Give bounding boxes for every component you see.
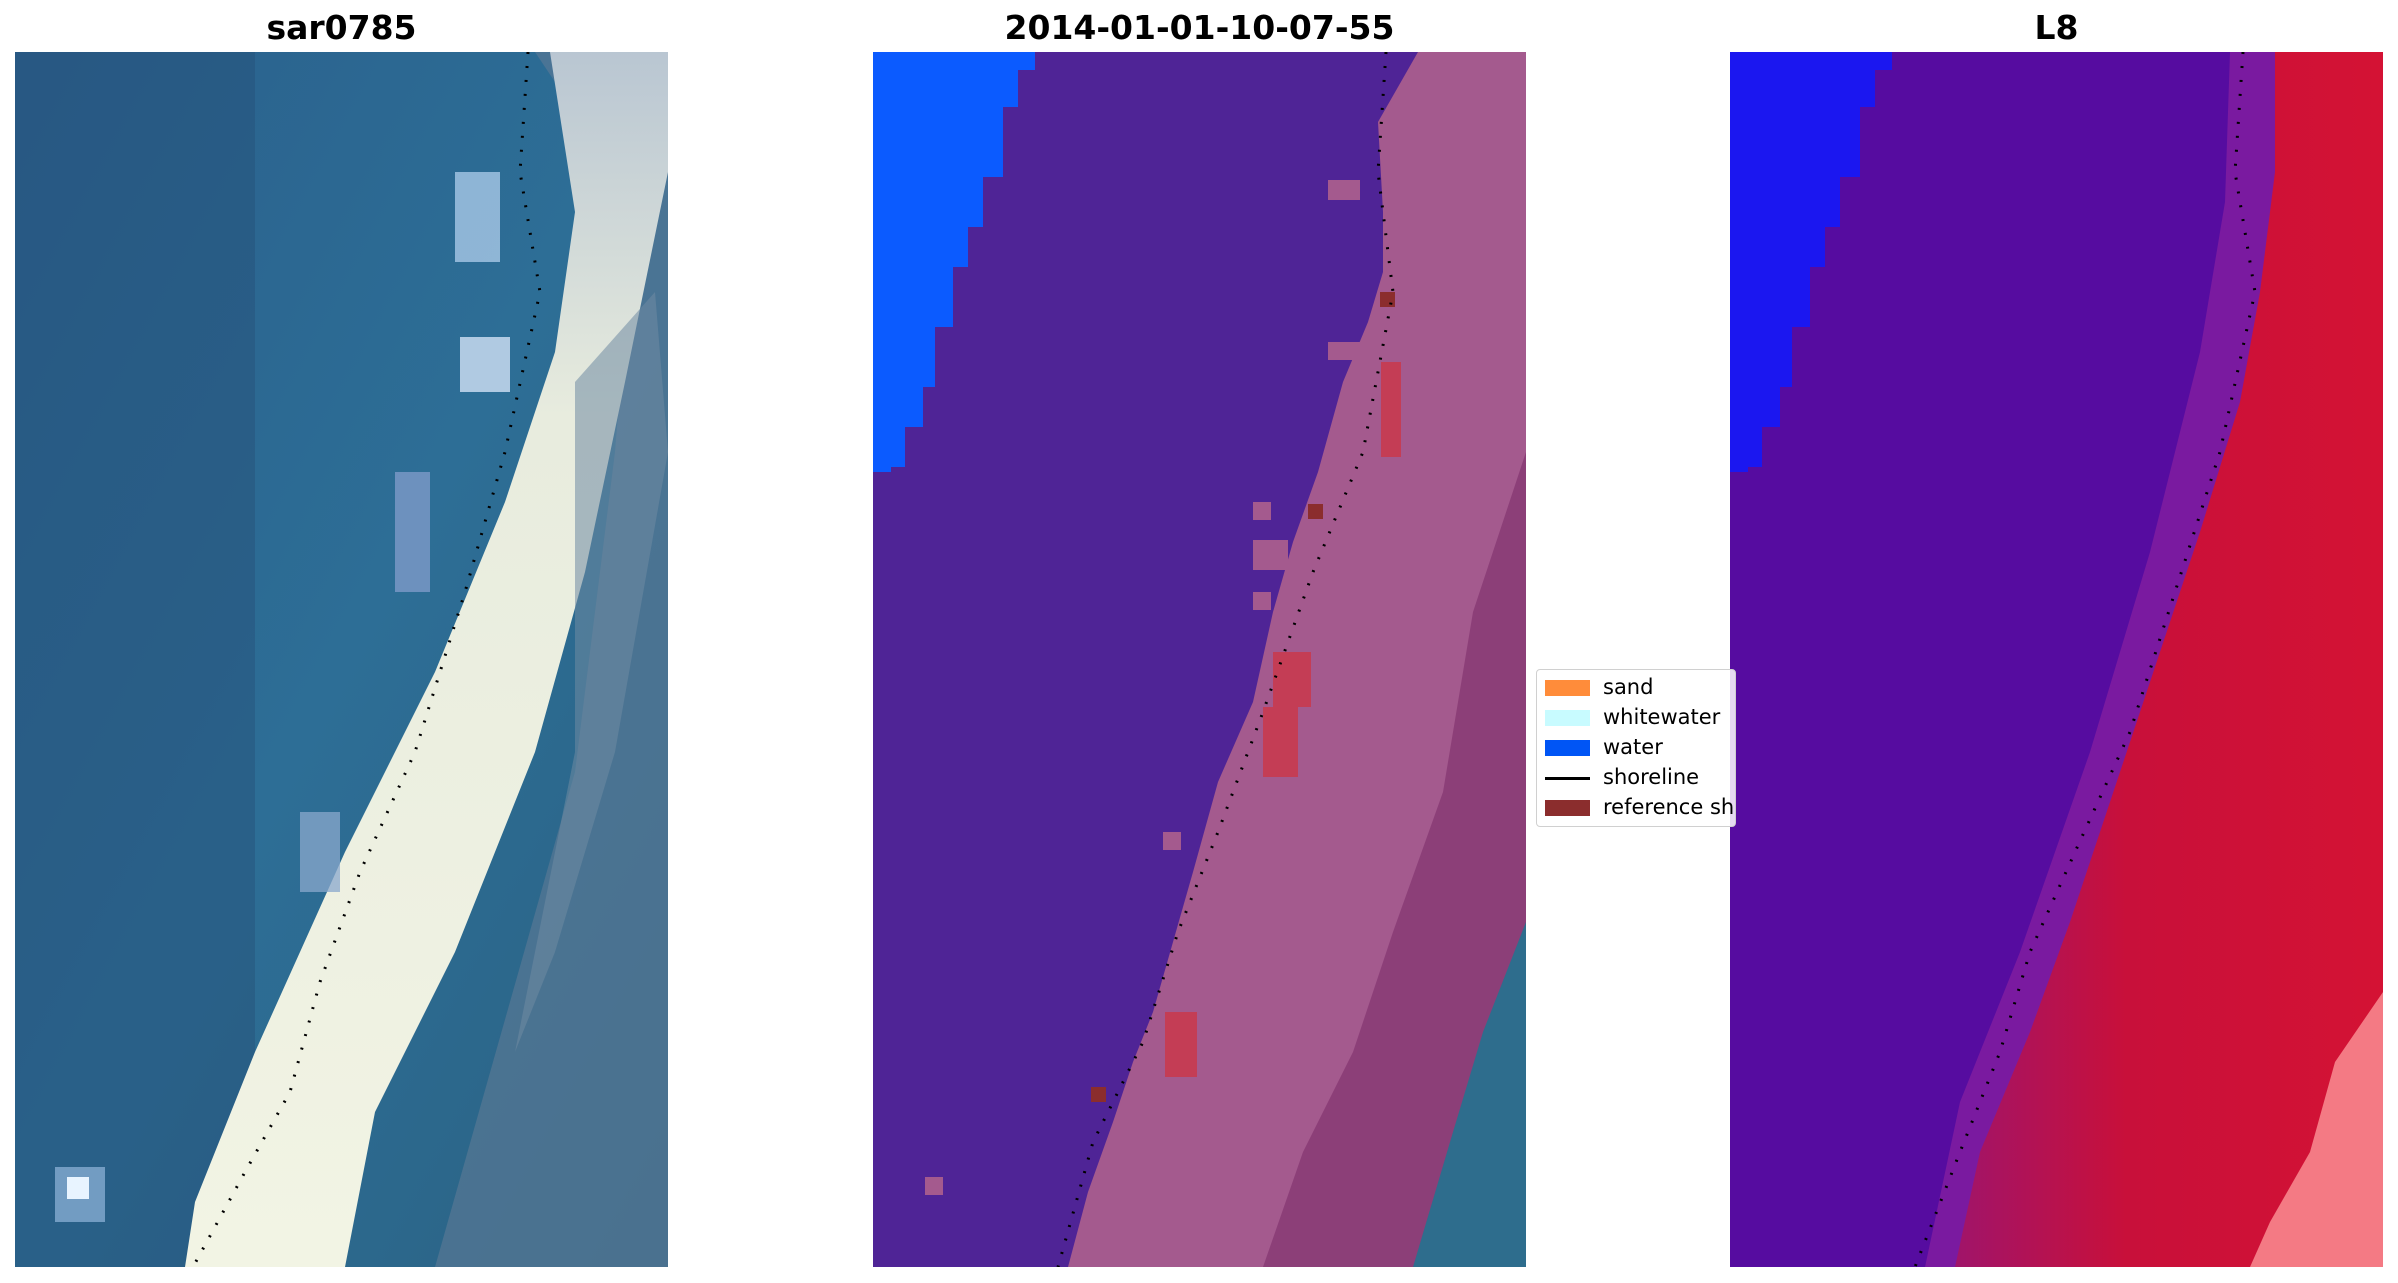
classified-image-panel [873, 52, 1526, 1267]
legend-label-water: water [1603, 735, 1663, 759]
rgb-image [15, 52, 668, 1267]
sand-swatch [1545, 680, 1590, 696]
reference-shoreline-swatch [1545, 800, 1590, 816]
land-area [435, 52, 668, 1267]
legend-label-shoreline: shoreline [1603, 765, 1700, 789]
panel-title-l8: L8 [2034, 8, 2079, 47]
deep-water-region [1730, 52, 1892, 472]
legend-label-reference-shoreline: reference shoreline [1603, 795, 1735, 819]
deep-water-class [873, 52, 1035, 472]
legend: sand whitewater water shoreline referenc… [1536, 669, 1736, 827]
land-region [1955, 52, 2383, 1267]
rgb-image-panel [15, 52, 668, 1267]
whitewater-swatch [1545, 710, 1590, 726]
panel-title-classified: 2014-01-01-10-07-55 [1004, 8, 1395, 47]
shoreline-line-swatch [1545, 777, 1590, 780]
legend-label-whitewater: whitewater [1603, 705, 1721, 729]
beach-area [185, 52, 668, 1267]
panel-title-rgb: sar0785 [266, 8, 417, 47]
bright-land-region [2250, 992, 2383, 1267]
water-swatch [1545, 740, 1590, 756]
classified-image [873, 52, 1526, 1267]
l8-image [1730, 52, 2383, 1267]
legend-label-sand: sand [1603, 675, 1654, 699]
l8-image-panel [1730, 52, 2383, 1267]
